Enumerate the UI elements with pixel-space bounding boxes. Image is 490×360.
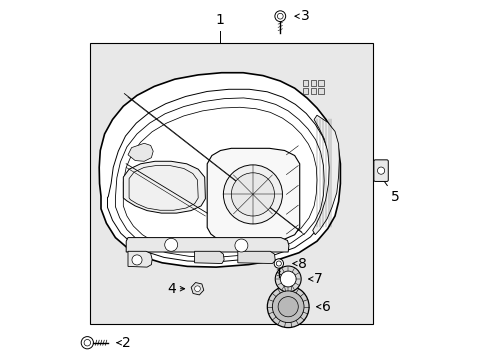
Text: 8: 8 [298,257,307,270]
Text: 5: 5 [391,190,400,204]
Bar [318,88,324,94]
Circle shape [132,255,142,265]
Polygon shape [207,148,300,242]
Bar [90,43,373,324]
Circle shape [377,167,385,174]
Circle shape [81,337,94,349]
Text: 7: 7 [314,272,323,286]
Polygon shape [123,161,205,213]
Circle shape [84,339,91,346]
Polygon shape [128,251,152,267]
Circle shape [235,239,248,252]
Circle shape [165,238,178,251]
Bar [311,80,316,86]
Circle shape [231,173,274,216]
Circle shape [280,271,296,287]
Circle shape [277,13,283,19]
Text: 2: 2 [122,336,131,350]
Circle shape [274,259,284,268]
Circle shape [278,297,298,317]
Circle shape [275,11,286,22]
Circle shape [195,286,200,292]
Text: 1: 1 [216,13,224,27]
FancyBboxPatch shape [374,160,388,181]
Circle shape [268,286,309,328]
Bar [318,80,324,86]
Bar [303,80,308,86]
Text: 6: 6 [322,300,331,314]
Circle shape [272,291,304,323]
Polygon shape [99,73,341,267]
Polygon shape [238,251,275,264]
Text: 4: 4 [167,282,176,296]
Bar [303,88,308,94]
Text: 3: 3 [300,9,309,23]
Polygon shape [128,143,153,161]
Polygon shape [126,238,289,252]
Bar [311,88,316,94]
Polygon shape [313,115,339,235]
Circle shape [276,261,281,266]
Circle shape [275,266,301,292]
Polygon shape [195,251,224,264]
Circle shape [223,165,282,224]
